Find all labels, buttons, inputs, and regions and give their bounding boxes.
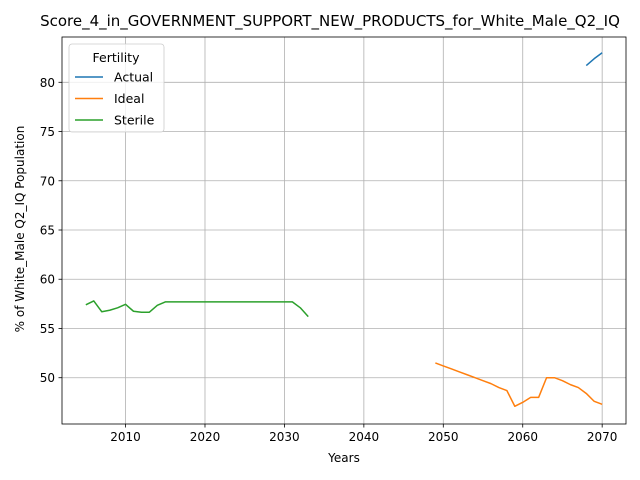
series-line-actual [585,52,603,67]
y-tick-label: 70 [40,174,55,188]
x-tick-label: 2060 [507,430,538,444]
y-axis-label: % of White_Male Q2_IQ Population [13,126,27,333]
y-tick-label: 55 [40,322,55,336]
legend-label-ideal: Ideal [114,91,144,106]
chart-title: Score_4_in_GOVERNMENT_SUPPORT_NEW_PRODUC… [40,12,620,31]
y-tick-label: 75 [40,125,55,139]
legend-title: Fertility [93,50,141,65]
x-tick-label: 2050 [428,430,459,444]
series-lines [85,52,603,408]
series-line-sterile [85,300,309,318]
legend-label-sterile: Sterile [114,113,155,128]
x-axis-label: Years [327,451,360,465]
legend: Fertility Actual Ideal Sterile [68,43,165,133]
x-tick-label: 2010 [110,430,141,444]
series-line-ideal [435,362,603,408]
legend-label-actual: Actual [114,70,153,85]
x-tick-label: 2070 [587,430,618,444]
y-tick-label: 65 [40,224,55,238]
x-tick-label: 2040 [349,430,380,444]
x-tick-label: 2030 [269,430,300,444]
y-tick-label: 50 [40,371,55,385]
legend-box [68,43,165,133]
grid-lines [62,37,626,424]
x-tick-label: 2020 [190,430,221,444]
axis-ticks: 2010 2020 2030 2040 2050 2060 2070 50 55 60 65 70 75… [40,76,618,444]
y-tick-label: 60 [40,273,55,287]
y-tick-label: 80 [40,76,55,90]
plot-frame [61,36,627,425]
